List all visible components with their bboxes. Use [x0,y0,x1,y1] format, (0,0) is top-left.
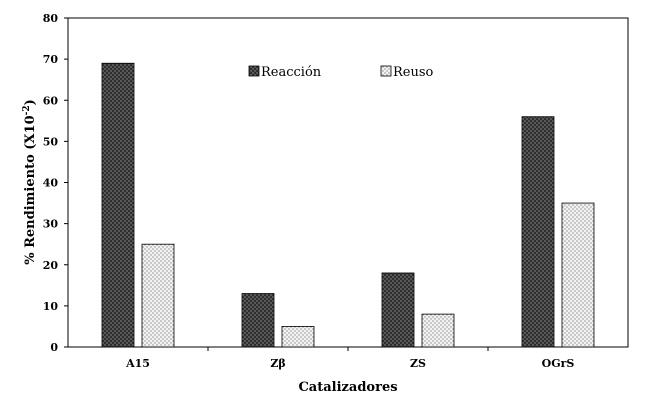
x-category-label: OGrS [542,357,575,370]
y-tick-label: 40 [43,177,59,190]
y-tick-label: 70 [43,53,59,66]
legend: Reacción Reuso [248,65,434,80]
bar-ogrs-reuso [561,202,595,348]
bar-zβ-reuso [281,326,315,348]
y-tick-label: 20 [43,259,59,272]
x-axis-title: Catalizadores [298,380,397,395]
bar-zβ-reaccion [241,293,275,348]
x-category-label: Zβ [270,357,285,370]
bar-a15-reuso [141,243,175,348]
x-axis-category-labels: A15 Zβ ZS OGrS [125,347,574,370]
y-axis-title-superscript: -2 [22,105,32,115]
bar-zs-reuso [421,313,455,348]
y-tick-label: 60 [43,94,59,107]
y-tick-label: 30 [43,218,59,231]
legend-swatch-reuso [380,65,392,77]
y-tick-label: 50 [43,135,59,148]
x-category-label: ZS [410,357,426,370]
y-tick-label: 80 [43,12,59,25]
y-tick-label: 10 [43,300,59,313]
legend-label-reaccion: Reacción [261,65,322,80]
x-category-label: A15 [125,357,150,370]
legend-swatch-reaccion [248,65,260,77]
legend-label-reuso: Reuso [393,65,434,80]
y-axis-title: % Rendimiento (X10-2) [22,99,38,265]
bar-zs-reaccion [381,272,415,348]
bar-ogrs-reaccion [521,116,555,348]
y-axis-ticks: 0 10 20 30 40 50 60 70 80 [43,12,68,354]
y-tick-label: 0 [50,341,58,354]
bars-group [101,62,595,348]
y-axis-title-suffix: ) [23,99,38,105]
bar-a15-reaccion [101,62,135,348]
y-axis-title-main: % Rendimiento (X10 [23,115,38,264]
